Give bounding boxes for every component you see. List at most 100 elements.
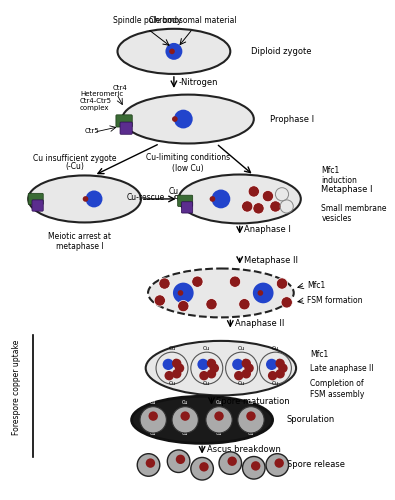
Circle shape (281, 296, 292, 308)
Text: Cu: Cu (174, 194, 183, 200)
Circle shape (181, 412, 190, 421)
Text: Chromosomal material: Chromosomal material (149, 16, 237, 25)
Circle shape (222, 454, 239, 471)
Circle shape (175, 364, 184, 373)
Circle shape (275, 369, 285, 378)
Circle shape (194, 460, 211, 477)
Text: Cu: Cu (248, 400, 254, 405)
Circle shape (245, 364, 254, 373)
Text: Small membrane
vesicles: Small membrane vesicles (322, 204, 387, 223)
Circle shape (210, 196, 215, 202)
Text: Cu: Cu (238, 346, 245, 351)
Circle shape (243, 358, 248, 364)
Text: Cu: Cu (216, 431, 222, 436)
Text: Mfc1: Mfc1 (310, 350, 329, 358)
Text: Prophase I: Prophase I (270, 114, 314, 124)
Ellipse shape (179, 174, 301, 224)
Text: Cu: Cu (182, 400, 188, 405)
Circle shape (229, 276, 241, 287)
Circle shape (207, 358, 216, 368)
FancyBboxPatch shape (120, 122, 132, 134)
Circle shape (242, 369, 251, 378)
FancyBboxPatch shape (178, 195, 193, 206)
Circle shape (154, 295, 166, 306)
Text: Ctr4: Ctr4 (113, 85, 128, 91)
Circle shape (174, 110, 193, 128)
Circle shape (192, 276, 203, 287)
Text: Cu: Cu (168, 382, 176, 386)
Circle shape (266, 454, 289, 476)
Text: FSM formation: FSM formation (307, 296, 363, 305)
Circle shape (245, 460, 262, 476)
Circle shape (251, 461, 260, 470)
Circle shape (159, 278, 170, 289)
Text: Ascus breakdown: Ascus breakdown (207, 446, 281, 454)
Text: Cu: Cu (150, 400, 156, 405)
Circle shape (262, 190, 274, 202)
Text: -Nitrogen: -Nitrogen (179, 78, 218, 87)
Circle shape (242, 201, 253, 212)
Circle shape (246, 412, 256, 421)
Circle shape (266, 358, 277, 370)
Text: Cu: Cu (168, 346, 176, 351)
Circle shape (207, 369, 216, 378)
FancyBboxPatch shape (32, 200, 43, 211)
Text: Anaphase I: Anaphase I (245, 226, 291, 234)
Text: Cu insufficient zygote: Cu insufficient zygote (34, 154, 117, 163)
Circle shape (167, 450, 190, 472)
Circle shape (140, 456, 157, 473)
FancyBboxPatch shape (181, 202, 193, 213)
Text: Forespore copper uptake: Forespore copper uptake (12, 340, 21, 434)
Circle shape (253, 202, 264, 214)
Text: Anaphase II: Anaphase II (235, 320, 284, 328)
Circle shape (172, 358, 181, 368)
Ellipse shape (28, 176, 141, 222)
Circle shape (172, 406, 198, 433)
Text: Metaphase I: Metaphase I (322, 185, 373, 194)
Text: (-Cu): (-Cu) (66, 162, 85, 171)
Circle shape (268, 371, 277, 380)
Circle shape (86, 190, 102, 208)
Circle shape (140, 406, 166, 433)
Circle shape (275, 358, 285, 368)
Circle shape (172, 369, 181, 378)
Ellipse shape (146, 341, 296, 396)
Circle shape (173, 282, 194, 304)
Text: Mfc1: Mfc1 (307, 281, 325, 290)
Circle shape (206, 406, 232, 433)
Circle shape (178, 300, 189, 312)
Text: Diploid zygote: Diploid zygote (251, 47, 312, 56)
Text: Cu: Cu (169, 187, 179, 196)
Circle shape (276, 358, 282, 364)
Circle shape (172, 116, 178, 122)
Circle shape (239, 298, 250, 310)
Circle shape (199, 371, 209, 380)
Circle shape (219, 452, 242, 474)
Text: Cu: Cu (272, 346, 279, 351)
Text: Cu: Cu (182, 431, 188, 436)
Ellipse shape (117, 29, 230, 74)
Circle shape (276, 278, 288, 289)
Circle shape (206, 298, 217, 310)
Text: Spore release: Spore release (287, 460, 345, 469)
Circle shape (166, 43, 182, 60)
Circle shape (169, 48, 175, 54)
Text: Heteromeric
Ctr4-Ctr5
complex: Heteromeric Ctr4-Ctr5 complex (80, 91, 123, 111)
Circle shape (137, 454, 160, 476)
Text: Late anaphase II: Late anaphase II (310, 364, 374, 372)
Text: Ctr5: Ctr5 (85, 128, 100, 134)
Circle shape (232, 358, 243, 370)
Ellipse shape (148, 268, 294, 318)
Ellipse shape (132, 396, 273, 444)
Circle shape (83, 196, 88, 202)
Circle shape (278, 364, 288, 373)
Circle shape (228, 456, 237, 466)
Text: Cu-rescue: Cu-rescue (126, 193, 165, 202)
Circle shape (173, 358, 179, 364)
Circle shape (178, 290, 183, 296)
Text: Completion of
FSM assembly: Completion of FSM assembly (310, 380, 365, 399)
Circle shape (146, 458, 155, 468)
Text: Mfc1
induction: Mfc1 induction (322, 166, 357, 186)
Circle shape (253, 282, 274, 304)
Text: Spindle pole body: Spindle pole body (113, 16, 182, 25)
